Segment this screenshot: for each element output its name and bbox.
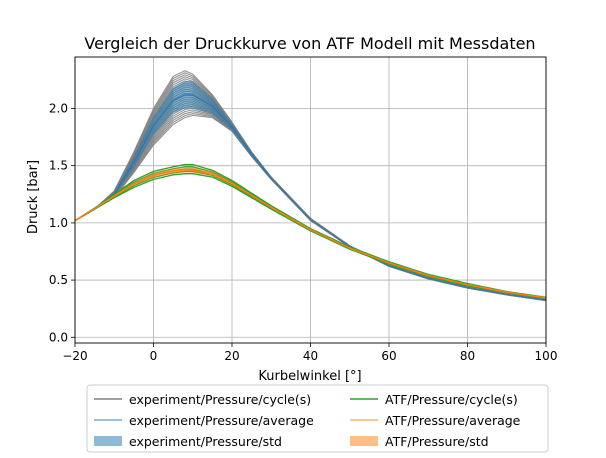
legend-label: experiment/Pressure/cycle(s) (129, 392, 311, 407)
y-tick-label: 1.0 (49, 216, 68, 230)
legend-entry: ATF/Pressure/cycle(s) (350, 392, 518, 407)
y-axis-label: Druck [bar] (26, 160, 41, 234)
legend-entry: experiment/Pressure/average (94, 413, 314, 428)
plot-frame (74, 56, 547, 344)
legend-entry: ATF/Pressure/std (350, 434, 489, 449)
y-tick-label: 0.5 (49, 273, 68, 287)
legend-label: ATF/Pressure/average (385, 413, 521, 428)
x-tick-label: 80 (460, 349, 475, 363)
experiment-average-line (75, 94, 546, 301)
x-tick-label: 100 (535, 349, 558, 363)
legend-band-swatch (94, 436, 122, 446)
legend: experiment/Pressure/cycle(s) ATF/Pressure… (86, 384, 549, 453)
legend-label: ATF/Pressure/cycle(s) (385, 392, 518, 407)
chart-title: Vergleich der Druckkurve von ATF Modell … (84, 34, 535, 53)
y-tick-label: 2.0 (49, 101, 68, 115)
plot-data (75, 70, 546, 302)
atf-average-line (75, 168, 546, 299)
x-tick-label: 40 (303, 349, 318, 363)
plot-area: −20 0 20 40 60 80 100 0.0 0.5 1.0 1.5 2.0 (49, 56, 558, 363)
legend-label: experiment/Pressure/std (129, 434, 282, 449)
x-axis-label: Kurbelwinkel [°] (258, 369, 361, 384)
legend-box (86, 384, 549, 453)
atf-cycle-line (75, 163, 546, 298)
x-tick-label: 0 (150, 349, 158, 363)
x-tick-label: −20 (62, 349, 87, 363)
legend-label: ATF/Pressure/std (385, 434, 489, 449)
y-tick-label: 0.0 (49, 330, 68, 344)
y-tick-label: 1.5 (49, 159, 68, 173)
x-tick-label: 60 (381, 349, 396, 363)
x-tick-label: 20 (224, 349, 239, 363)
legend-entry: ATF/Pressure/average (350, 413, 521, 428)
legend-entry: experiment/Pressure/cycle(s) (94, 392, 311, 407)
legend-band-swatch (350, 436, 378, 446)
legend-label: experiment/Pressure/average (129, 413, 314, 428)
legend-entry: experiment/Pressure/std (94, 434, 282, 449)
